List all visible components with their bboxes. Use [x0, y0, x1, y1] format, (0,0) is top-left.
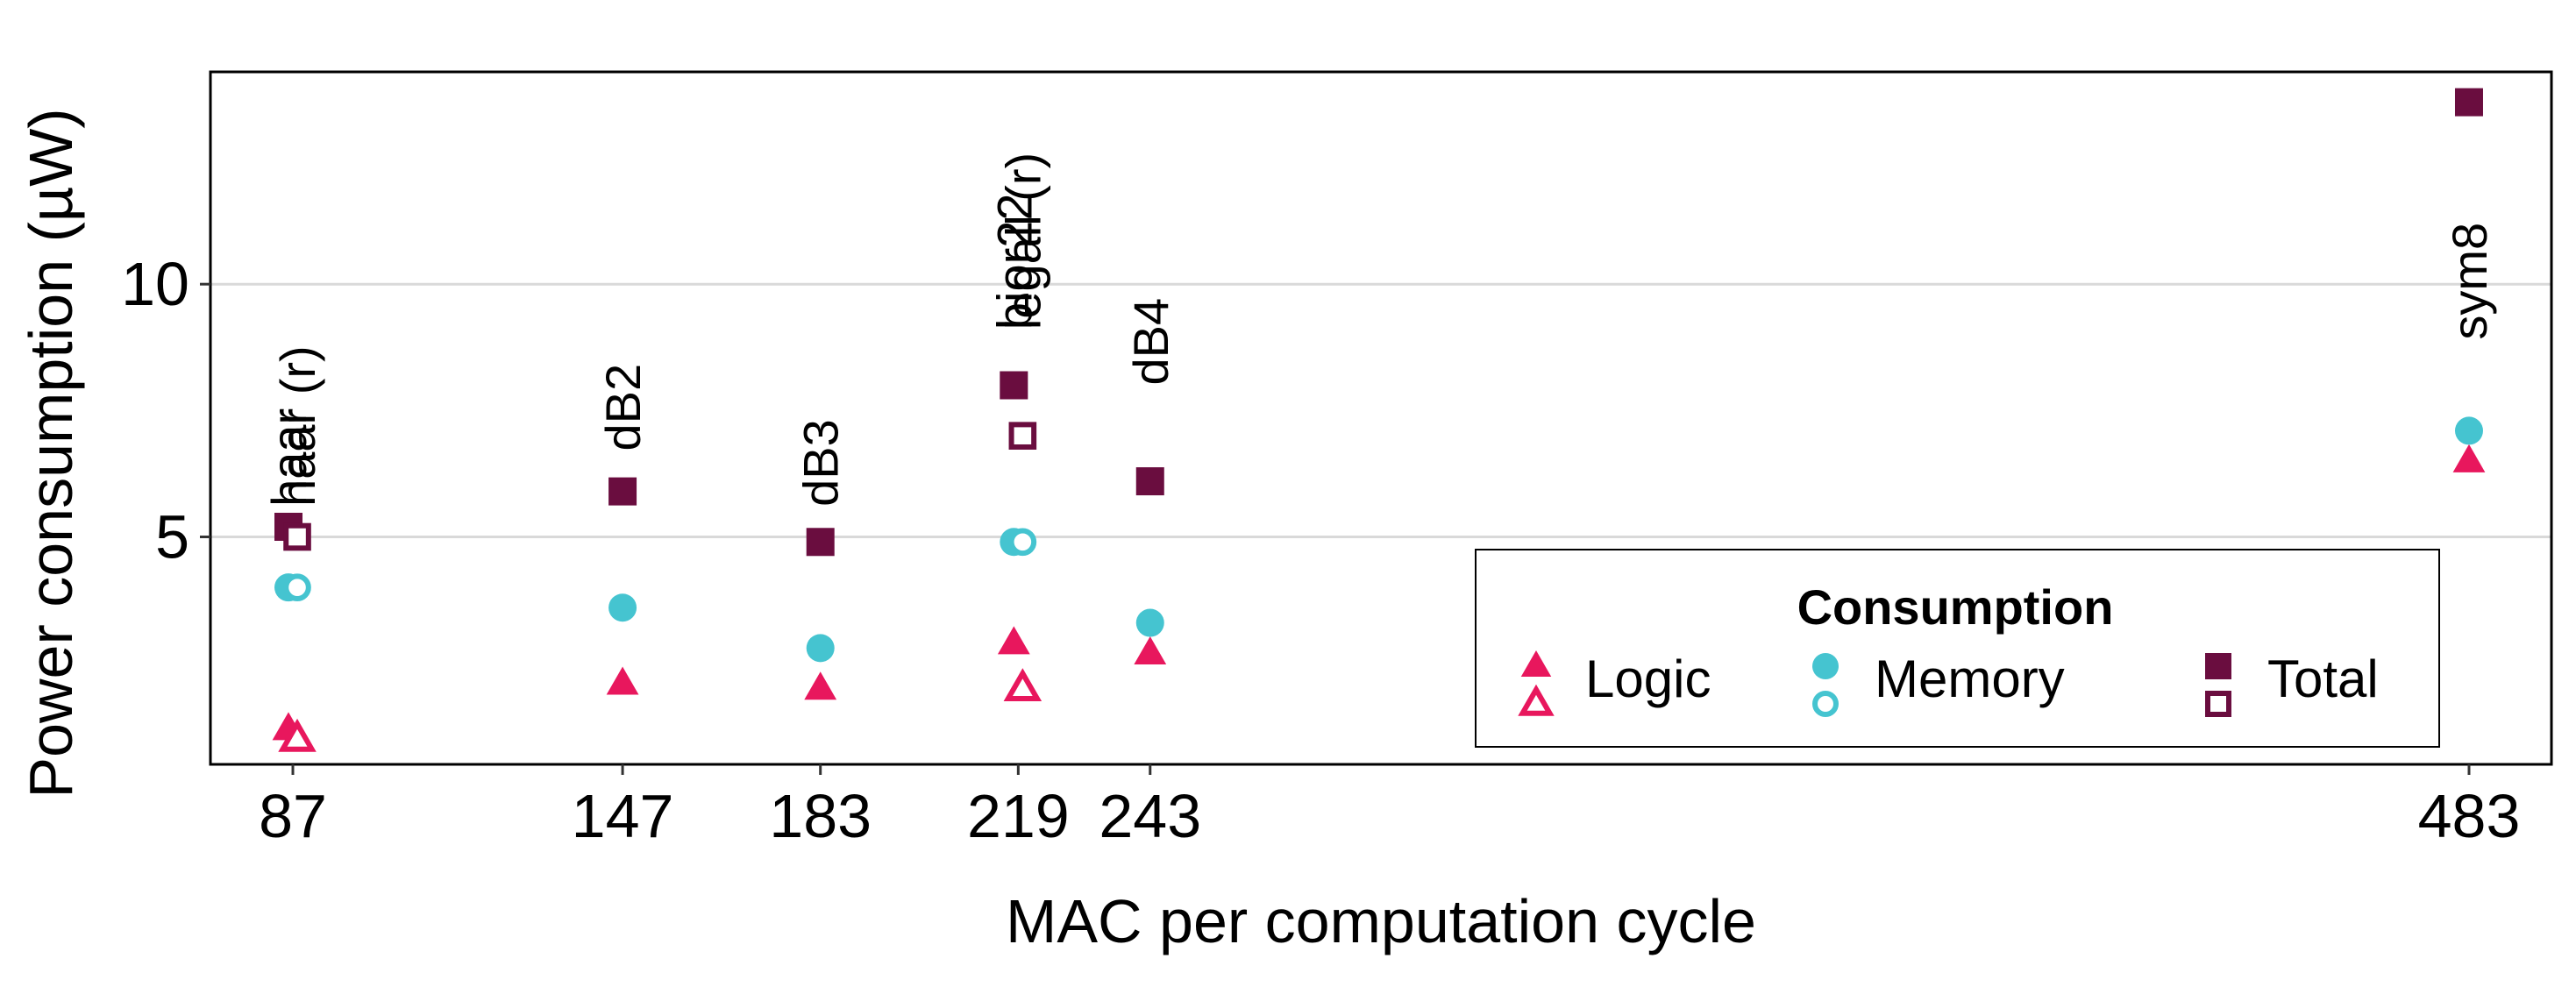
legend-logic-marker-hollow [1518, 684, 1555, 716]
annotation-bior22: bior22 [986, 193, 1042, 330]
series-total [274, 88, 2483, 557]
memory-point-147 [608, 593, 637, 622]
total-point-87.8-hollow [283, 522, 311, 551]
logic-point-183 [804, 671, 837, 700]
total-point-147 [608, 477, 637, 506]
logic-point-87.8-hollow [278, 718, 317, 752]
data-points [272, 88, 2486, 752]
y-tick-label-10: 10 [121, 250, 189, 318]
memory-point-243 [1135, 608, 1164, 637]
gridlines [210, 282, 2551, 539]
total-point-243 [1135, 467, 1164, 496]
memory-point-183 [806, 634, 835, 663]
x-tick-label-483: 483 [2418, 782, 2521, 850]
x-tick-label-87: 87 [259, 782, 327, 850]
annotation-legall-r: legall (r) [995, 153, 1050, 330]
annotation-db3: dB3 [793, 419, 849, 507]
logic-point-147 [606, 666, 639, 695]
legend-total-marker-hollow [2205, 691, 2231, 717]
annotation-haar-r: haar (r) [270, 345, 325, 507]
y-tick-label-5: 5 [155, 503, 189, 572]
logic-point-483 [2452, 444, 2486, 472]
axis-ticks: 5 10 87 147 183 219 243 483 [121, 250, 2520, 850]
legend-total-marker [2205, 653, 2231, 679]
legend-items: Logic Memory Total [1518, 650, 2379, 717]
plot-frame [209, 70, 2553, 766]
legend-logic-label: Logic [1585, 650, 1711, 708]
x-tick-label-183: 183 [769, 782, 872, 850]
logic-point-219.8-hollow [1003, 668, 1042, 702]
memory-point-483 [2454, 416, 2483, 445]
total-point-218.2 [1000, 371, 1028, 400]
x-axis-title: MAC per computation cycle [1006, 887, 1756, 955]
legend-title: Consumption [1797, 579, 2114, 635]
total-point-483 [2454, 88, 2483, 117]
annotation-haar: haar [261, 408, 317, 507]
series-logic [272, 444, 2486, 752]
legend: Consumption Logic Memory Total [1475, 549, 2440, 748]
total-point-219.8-hollow [1008, 422, 1037, 450]
x-tick-label-219: 219 [967, 782, 1070, 850]
annotation-db2: dB2 [595, 364, 651, 451]
legend-memory-marker-hollow [1812, 691, 1839, 717]
legend-box [1475, 549, 2440, 748]
legend-memory-label: Memory [1875, 650, 2065, 708]
logic-point-243 [1134, 636, 1167, 664]
legend-memory-marker [1812, 653, 1839, 679]
y-axis-title: Power consumption (µW) [17, 108, 85, 798]
memory-point-219.8-hollow [1008, 528, 1037, 557]
x-tick-label-243: 243 [1099, 782, 1201, 850]
legend-logic-marker [1520, 650, 1552, 677]
x-tick-label-147: 147 [572, 782, 674, 850]
memory-point-87.8-hollow [283, 573, 311, 601]
logic-point-218.2 [997, 626, 1030, 655]
annotation-db4: dB4 [1123, 298, 1178, 386]
annotation-sym8: sym8 [2442, 223, 2497, 340]
series-memory [274, 416, 2483, 663]
legend-total-label: Total [2267, 650, 2379, 708]
total-point-183 [806, 528, 835, 557]
